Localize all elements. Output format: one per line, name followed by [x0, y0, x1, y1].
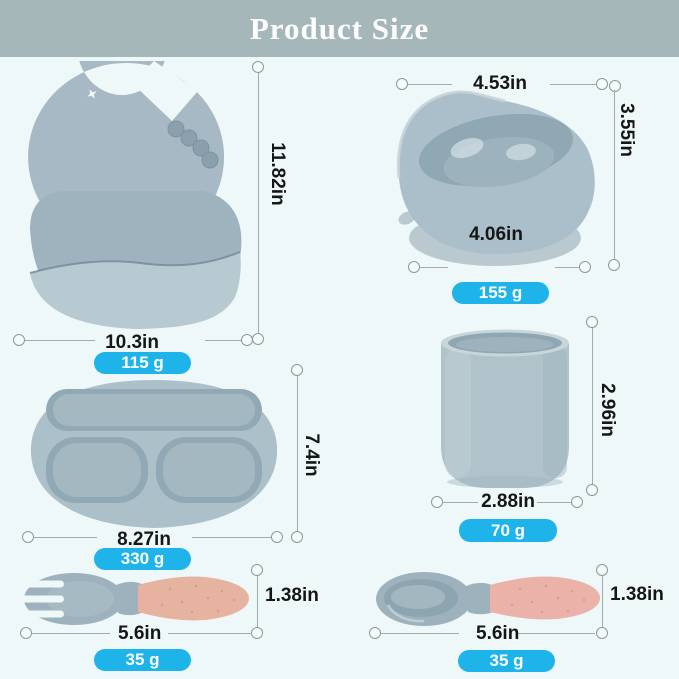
plate-height-line	[297, 376, 298, 532]
dim-endpoint	[291, 531, 303, 543]
spoon-length-line	[381, 633, 459, 634]
spoon-length-label: 5.6in	[476, 623, 520, 644]
bowl-base-width-line	[420, 267, 448, 268]
fork-height-line	[257, 576, 258, 628]
dim-endpoint	[22, 531, 34, 543]
bowl-top-width-line	[550, 84, 597, 85]
dim-endpoint	[252, 61, 264, 73]
bib-strap-holes	[87, 65, 140, 99]
cup-width-label: 2.88in	[481, 491, 535, 512]
dim-endpoint	[251, 564, 263, 576]
dim-endpoint	[291, 364, 303, 376]
dim-endpoint	[609, 80, 621, 92]
plate-weight-badge: 330 g	[94, 548, 191, 570]
bowl-illustration	[396, 90, 595, 266]
dim-endpoint	[396, 78, 408, 90]
dim-endpoint	[271, 531, 283, 543]
dim-endpoint	[251, 627, 263, 639]
bib-height-label: 11.82in	[267, 142, 288, 206]
spoon-illustration	[376, 572, 600, 626]
bib-height-line	[258, 67, 259, 339]
bib-width-line	[24, 340, 95, 341]
bib-strap-buttons	[167, 120, 219, 169]
dim-endpoint	[431, 496, 443, 508]
cup-height-line	[592, 328, 593, 485]
dim-endpoint	[408, 261, 420, 273]
dim-endpoint	[241, 334, 253, 346]
dim-endpoint	[596, 627, 608, 639]
spoon-weight-badge: 35 g	[458, 650, 555, 672]
spoon-wood-texture	[510, 584, 586, 614]
bib-width-label: 10.3in	[105, 332, 159, 353]
spoon-height-line	[602, 576, 603, 628]
dim-endpoint	[571, 496, 583, 508]
bib-illustration	[28, 61, 242, 329]
spoon-length-line	[518, 633, 595, 634]
bowl-height-label: 3.55in	[616, 103, 637, 157]
dim-endpoint	[586, 484, 598, 496]
dim-endpoint	[579, 261, 591, 273]
bowl-base-width-label: 4.06in	[469, 224, 523, 245]
fork-length-line	[168, 633, 252, 634]
page-title: Product Size	[249, 10, 430, 46]
plate-height-label: 7.4in	[301, 433, 322, 477]
bib-weight-badge: 115 g	[94, 352, 191, 374]
fork-wood-texture	[160, 584, 236, 614]
bowl-height-line	[614, 90, 615, 262]
plate-width-label: 8.27in	[117, 529, 171, 550]
plate-illustration	[30, 380, 278, 528]
cup-width-line	[443, 502, 478, 503]
plate-width-line	[192, 537, 272, 538]
bowl-weight-badge: 155 g	[452, 282, 549, 304]
dim-endpoint	[369, 627, 381, 639]
bowl-top-width-line	[408, 84, 452, 85]
fork-height-label: 1.38in	[265, 585, 319, 606]
fork-length-line	[32, 633, 110, 634]
dim-endpoint	[586, 316, 598, 328]
bib-width-line	[205, 340, 247, 341]
dim-endpoint	[596, 78, 608, 90]
dim-endpoint	[13, 334, 25, 346]
cup-width-line	[537, 502, 572, 503]
fork-length-label: 5.6in	[118, 623, 162, 644]
fork-weight-badge: 35 g	[94, 649, 191, 671]
dim-endpoint	[596, 564, 608, 576]
bowl-top-width-label: 4.53in	[473, 73, 527, 94]
header-banner: Product Size	[0, 0, 679, 57]
cup-illustration	[441, 329, 569, 488]
fork-illustration	[22, 573, 249, 625]
dim-endpoint	[252, 333, 264, 345]
dim-endpoint	[608, 259, 620, 271]
plate-width-line	[34, 537, 97, 538]
bowl-base-width-line	[555, 267, 581, 268]
dim-endpoint	[20, 627, 32, 639]
cup-height-label: 2.96in	[597, 383, 618, 437]
spoon-height-label: 1.38in	[610, 584, 664, 605]
cup-weight-badge: 70 g	[459, 519, 557, 542]
